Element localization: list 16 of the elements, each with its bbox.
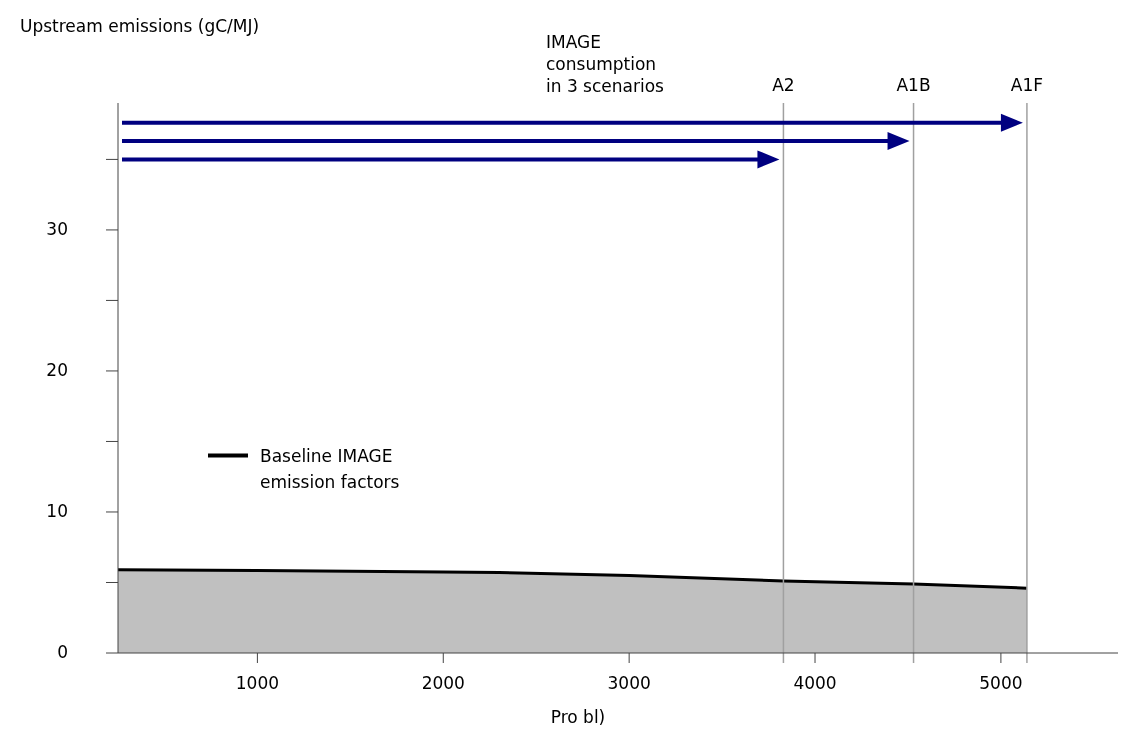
x-axis-title: Pro bl) (550, 707, 606, 727)
y-tick-label: 0 (57, 642, 68, 663)
x-tick-label: 4000 (793, 673, 837, 693)
ref-line-label: A2 (772, 75, 795, 95)
x-tick-label: 5000 (979, 673, 1023, 693)
x-tick-label: 1000 (235, 673, 280, 693)
ref-line-label: A1B (896, 75, 931, 95)
y-tick-label: 20 (46, 360, 68, 381)
text: IMAGE consumption in 3 scenarios (546, 32, 665, 96)
legend-label: Baseline IMAGE emission factors (260, 445, 400, 492)
y-axis-title: Upstream emissions (gC/MJ) (20, 16, 260, 36)
x-tick-label: 2000 (421, 673, 465, 693)
ref-line-label: A1F (1010, 75, 1044, 95)
x-tick-label: 3000 (607, 673, 651, 693)
y-tick-label: 10 (46, 501, 68, 522)
y-tick-label: 30 (46, 219, 68, 240)
